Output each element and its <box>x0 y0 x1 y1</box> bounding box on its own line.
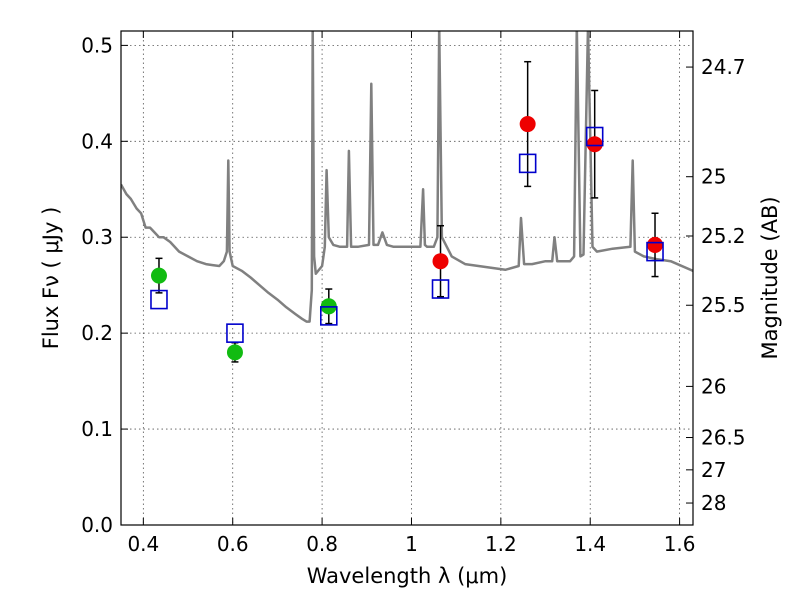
green-data-point <box>150 267 167 284</box>
y-tick-label: 0.3 <box>81 225 113 249</box>
data-points-layer <box>150 60 664 363</box>
red-data-point <box>519 116 536 133</box>
right-axis-title: Magnitude (AB) <box>758 196 782 359</box>
x-tick-label: 0.4 <box>127 532 159 556</box>
model-fit-square <box>226 323 244 343</box>
tick-labels: 0.4 0.6 0.8 1 1.2 1.4 1.6 0.0 0.1 0.2 0.3 0.4 0.5 24.… <box>81 33 745 556</box>
red-data-point <box>432 253 449 270</box>
red-data-point <box>647 236 664 253</box>
model-spectrum-line <box>121 31 693 323</box>
y-tick-label: 0.2 <box>81 321 113 345</box>
right-tick-label: 25 <box>701 165 726 189</box>
red-data-point <box>586 136 603 153</box>
right-tick-label: 25.2 <box>701 224 746 248</box>
x-tick-label: 1 <box>405 532 418 556</box>
x-tick-label: 1.4 <box>574 532 606 556</box>
model-spectrum-layer <box>121 31 693 323</box>
x-axis-title: Wavelength λ (μm) <box>307 564 508 588</box>
y-tick-label: 0.5 <box>81 33 113 57</box>
y-tick-label: 0.0 <box>81 513 113 537</box>
right-tick-label: 27 <box>701 458 726 482</box>
y-axis-title: Flux Fν ( μJy ) <box>39 207 63 350</box>
plot-background <box>121 31 693 525</box>
ticks <box>121 31 693 526</box>
model-fit-square <box>646 241 664 262</box>
model-fit-square <box>518 153 537 174</box>
right-tick-label: 26.5 <box>701 426 746 450</box>
y-tick-label: 0.4 <box>81 129 113 153</box>
right-tick-label: 25.5 <box>701 293 746 317</box>
model-fit-square <box>150 289 168 310</box>
right-tick-label: 28 <box>701 491 726 515</box>
x-tick-label: 1.6 <box>664 532 696 556</box>
x-tick-label: 0.6 <box>217 532 249 556</box>
model-fit-square <box>431 279 450 299</box>
right-tick-label: 24.7 <box>701 55 746 79</box>
x-tick-label: 0.8 <box>306 532 338 556</box>
x-tick-label: 1.2 <box>485 532 517 556</box>
y-tick-label: 0.1 <box>81 417 113 441</box>
plot-frame <box>120 30 694 526</box>
model-fit-square <box>585 126 604 147</box>
green-data-point <box>226 344 243 361</box>
model-fit-square <box>319 306 338 326</box>
right-tick-label: 26 <box>701 374 726 398</box>
